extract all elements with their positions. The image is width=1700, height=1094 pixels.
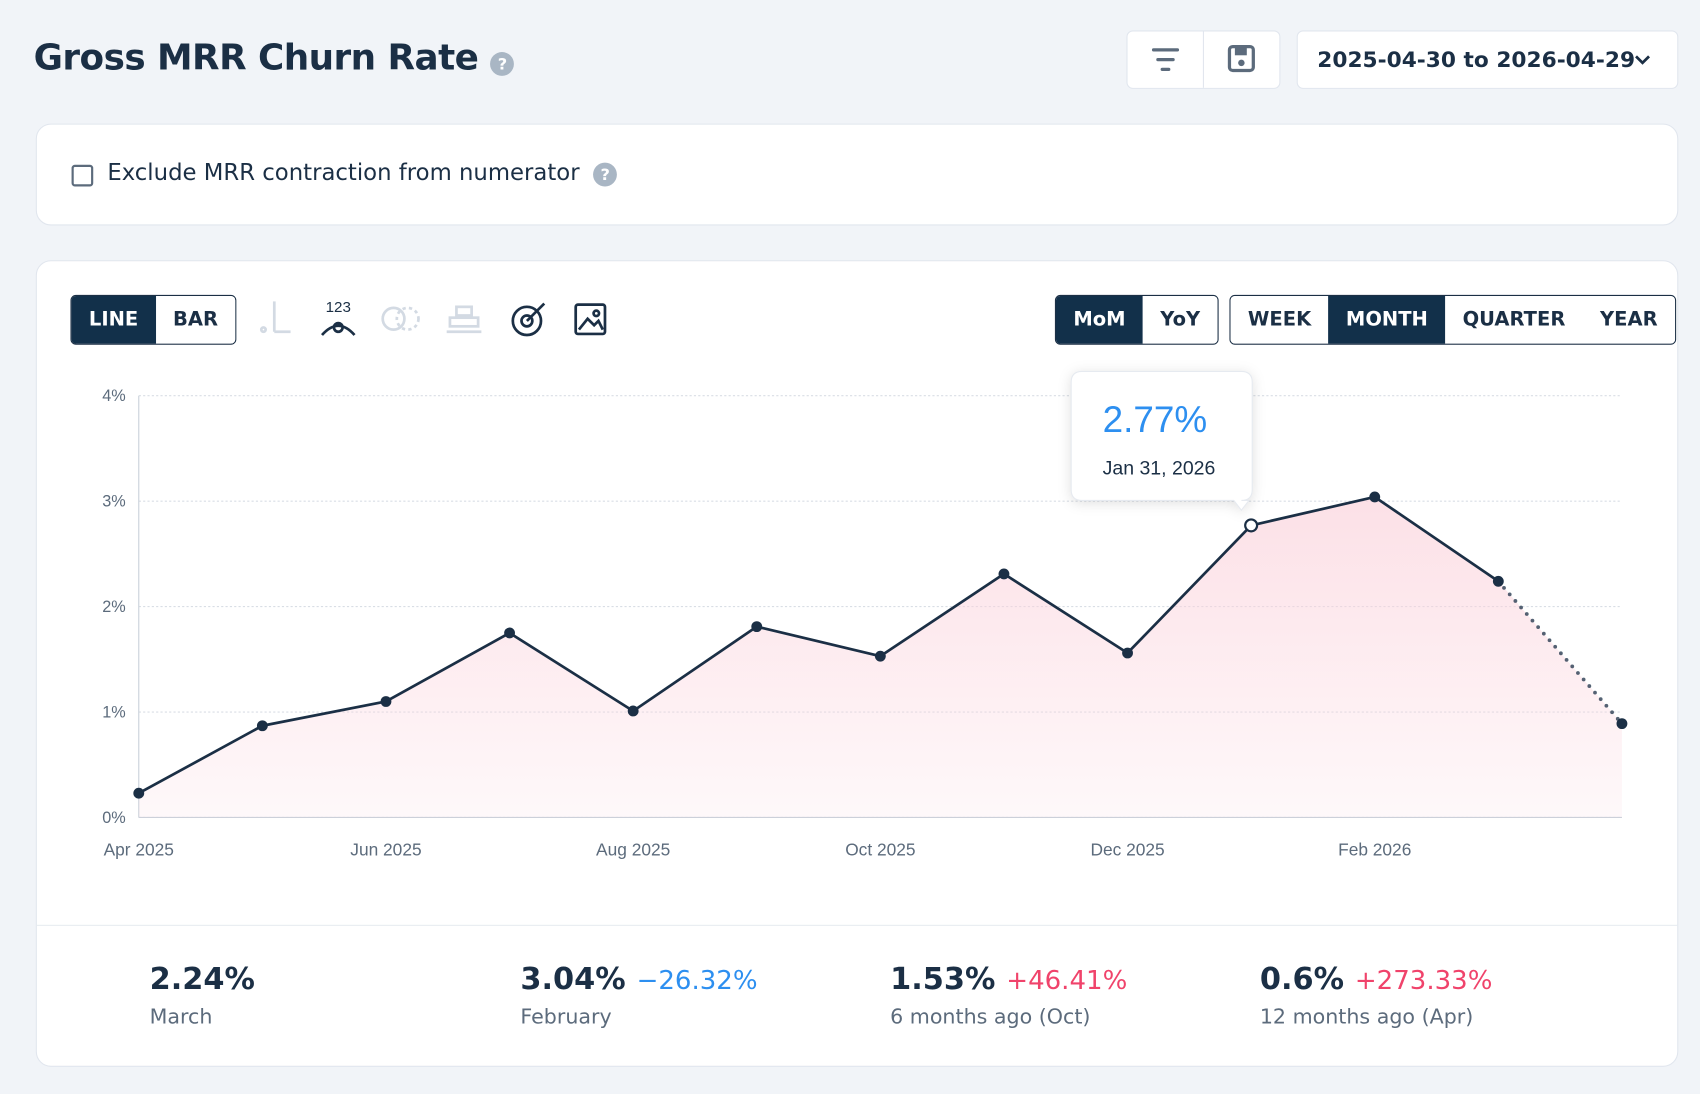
compare-tool-icon[interactable] xyxy=(381,306,420,331)
y-tick-label: 0% xyxy=(102,809,126,827)
point xyxy=(998,568,1010,580)
divider xyxy=(36,924,1678,926)
page-title: Gross MRR Churn Rate ? xyxy=(34,36,515,78)
date-range: 2025-04-30 to 2026-04-29 xyxy=(1317,46,1636,73)
x-tick-label: Oct 2025 xyxy=(845,839,915,859)
image-tool-icon[interactable] xyxy=(574,303,607,336)
line xyxy=(138,495,1500,795)
summary-label: March xyxy=(149,1005,213,1029)
summary-row: 1.53% +46.41% xyxy=(890,961,1127,997)
chart-tools: 123 xyxy=(259,299,607,337)
x-tick-label: Apr 2025 xyxy=(104,839,174,859)
summary-change: +273.33% xyxy=(1354,964,1493,996)
labels-tool-icon[interactable]: 123 xyxy=(320,299,356,336)
save-icon[interactable] xyxy=(1227,44,1255,73)
quarter-button[interactable]: QUARTER xyxy=(1445,295,1583,344)
summary-item: 0.6% +273.33% 12 months ago (Apr) xyxy=(1260,961,1493,1029)
summary-value: 0.6% xyxy=(1259,960,1345,997)
summary-item: 3.04% −26.32% February xyxy=(520,961,757,1029)
chevron xyxy=(1635,55,1650,65)
tooltip-box xyxy=(1070,370,1253,512)
help-icon[interactable]: ? xyxy=(593,162,618,187)
summary-label: 12 months ago (Apr) xyxy=(1259,1005,1474,1029)
tooltip-value: 2.77% xyxy=(1103,399,1208,440)
point xyxy=(627,705,639,717)
point xyxy=(1122,647,1133,659)
help-icon[interactable]: ? xyxy=(490,52,515,76)
y-tick-label: 3% xyxy=(102,493,126,511)
summary-value: 2.24% xyxy=(149,960,255,997)
bar-button[interactable]: BAR xyxy=(155,295,236,344)
title-text: Gross MRR Churn Rate xyxy=(33,35,479,79)
axis-tool-icon[interactable] xyxy=(259,301,291,334)
line-projection xyxy=(1496,579,1624,726)
point xyxy=(1616,718,1628,730)
point xyxy=(380,696,392,707)
y-tick-label: 2% xyxy=(102,598,126,616)
summary-value: 1.53% xyxy=(890,960,996,997)
point xyxy=(1492,575,1504,587)
point xyxy=(504,627,515,639)
y-tick-label: 1% xyxy=(102,703,126,721)
week-button[interactable]: WEEK xyxy=(1230,295,1329,344)
date-picker[interactable]: 2025-04-30 to 2026-04-29 xyxy=(1296,30,1679,89)
goal-tool-icon[interactable] xyxy=(511,302,546,337)
summary-label: February xyxy=(520,1005,612,1029)
svg-text:123: 123 xyxy=(326,299,351,316)
point xyxy=(1244,518,1259,533)
summary-item: 1.53% +46.41% 6 months ago (Oct) xyxy=(890,961,1127,1029)
summary-label: 6 months ago (Oct) xyxy=(890,1005,1091,1029)
x-tick-label: Feb 2026 xyxy=(1338,839,1411,859)
point xyxy=(874,650,886,662)
yoy-button[interactable]: YoY xyxy=(1142,295,1218,344)
point xyxy=(133,787,145,799)
summary-value: 3.04% xyxy=(520,960,626,997)
tooltip-date: Jan 31, 2026 xyxy=(1103,457,1216,479)
x-tick-label: Jun 2025 xyxy=(350,839,421,859)
filter-icon[interactable] xyxy=(1151,48,1180,72)
summary-change: −26.32% xyxy=(636,964,758,996)
x-tick-label: Aug 2025 xyxy=(596,839,670,859)
mom-button[interactable]: MoM xyxy=(1055,295,1143,344)
chart-type-buttons: LINE BAR xyxy=(70,294,237,345)
summary-row: 3.04% −26.32% xyxy=(520,961,757,997)
y-tick-label: 4% xyxy=(102,387,126,405)
tooltip: 2.77% Jan 31, 2026 xyxy=(1070,370,1253,512)
point xyxy=(256,720,268,732)
checkbox-label: Exclude MRR contraction from numerator ? xyxy=(107,159,618,187)
month-button[interactable]: MONTH xyxy=(1328,295,1446,344)
summary-item: 2.24% March xyxy=(150,961,255,1029)
toolbar xyxy=(1126,30,1281,89)
options-card: Exclude MRR contraction from numerator ? xyxy=(35,123,1679,226)
checkbox-text: Exclude MRR contraction from numerator xyxy=(107,159,580,186)
point xyxy=(751,621,763,633)
comparison-buttons: MoM YoY xyxy=(1054,294,1219,345)
year-button[interactable]: YEAR xyxy=(1582,295,1675,344)
toolbar-icons xyxy=(1151,31,1255,88)
summary-change: +46.41% xyxy=(1006,964,1128,996)
checkbox[interactable] xyxy=(71,164,94,187)
summary-row: 0.6% +273.33% xyxy=(1260,961,1493,997)
summary-row: 2.24% xyxy=(150,961,255,997)
line-button[interactable]: LINE xyxy=(71,295,156,344)
stack-tool-icon[interactable] xyxy=(446,305,482,334)
x-tick-label: Dec 2025 xyxy=(1090,839,1164,859)
point xyxy=(1369,491,1381,503)
period-buttons: WEEK MONTH QUARTER YEAR xyxy=(1229,294,1677,345)
